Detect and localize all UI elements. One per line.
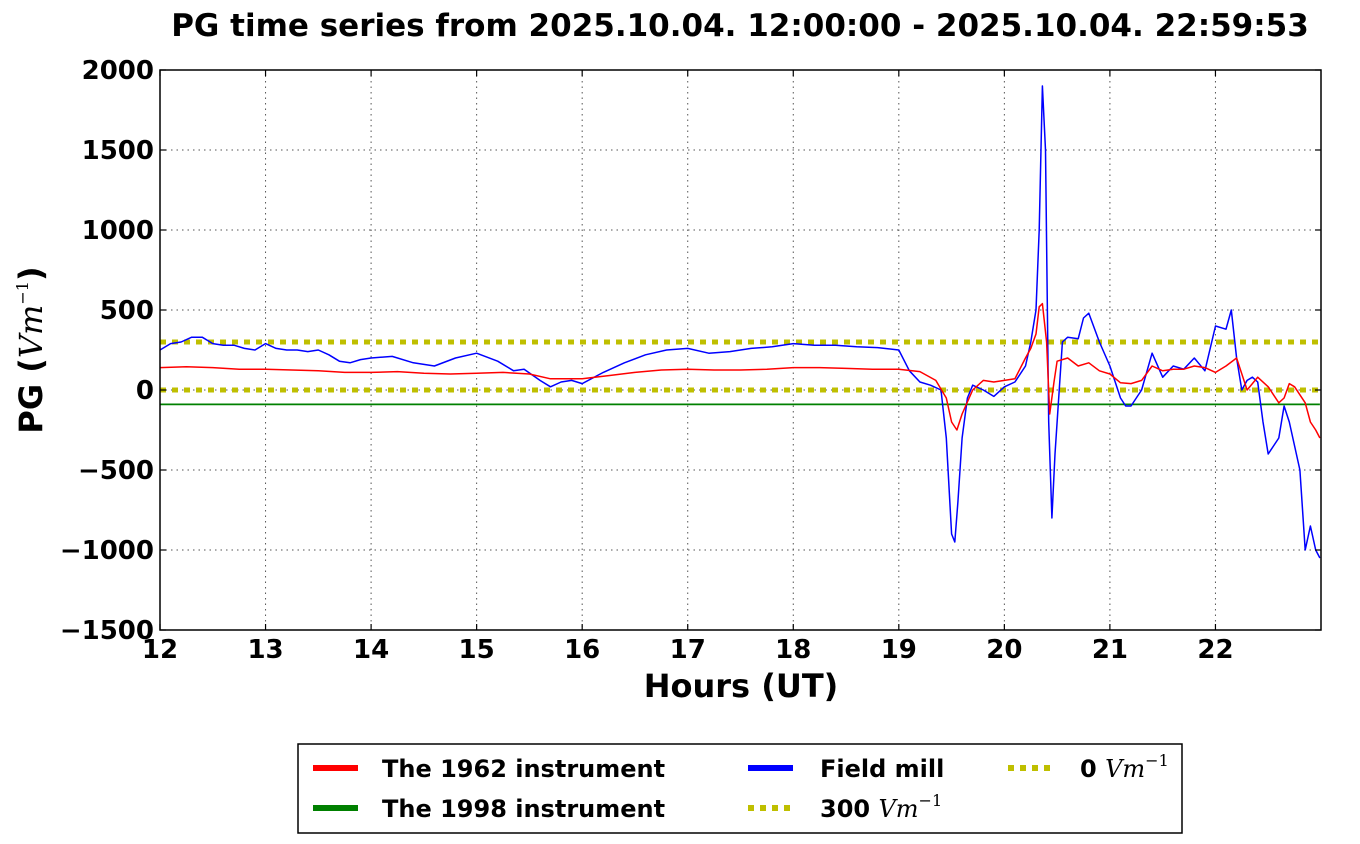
y-tick-label: 500 xyxy=(100,296,154,326)
y-tick-label: −1000 xyxy=(60,536,154,566)
x-tick-label: 14 xyxy=(353,635,389,665)
legend-label-red: The 1962 instrument xyxy=(382,755,665,783)
plot-frame xyxy=(159,69,1322,631)
y-tick-label: −500 xyxy=(78,456,154,486)
y-tick-label: 1500 xyxy=(82,136,154,166)
y-tick-label: 1000 xyxy=(82,216,154,246)
x-tick-label: 22 xyxy=(1197,635,1233,665)
legend-label-0-value: 0 xyxy=(1080,755,1105,783)
y-tick-label: 0 xyxy=(136,376,154,406)
x-ticks: 12 13 14 15 16 17 18 19 20 21 22 xyxy=(142,70,1234,665)
y-axis-label: PG (Vm−1) xyxy=(12,266,50,433)
y-axis-label-prefix: PG ( xyxy=(12,358,50,433)
x-tick-label: 17 xyxy=(670,635,706,665)
plot-series xyxy=(159,85,1321,559)
legend-box xyxy=(297,743,1183,834)
y-tick-label: 2000 xyxy=(82,56,154,86)
y-tick-label: −1500 xyxy=(60,616,154,646)
x-tick-label: 18 xyxy=(775,635,811,665)
x-tick-label: 21 xyxy=(1092,635,1128,665)
legend-label-0-exponent: −1 xyxy=(1145,751,1169,770)
y-axis-label-exponent: −1 xyxy=(13,281,32,305)
x-tick-label: 12 xyxy=(142,635,178,665)
legend-label-0: 0 Vm−1 xyxy=(1080,751,1169,783)
legend-label-300-exponent: −1 xyxy=(919,791,943,810)
x-tick-label: 15 xyxy=(459,635,495,665)
series-line-red xyxy=(159,302,1321,439)
legend-label-green: The 1998 instrument xyxy=(382,795,665,823)
x-axis-label: Hours (UT) xyxy=(644,667,839,705)
y-axis-label-suffix: ) xyxy=(12,266,50,281)
chart-title: PG time series from 2025.10.04. 12:00:00… xyxy=(171,8,1309,44)
legend-label-0-unit: Vm xyxy=(1105,755,1145,783)
legend-label-300-unit: Vm xyxy=(878,795,918,823)
x-tick-label: 13 xyxy=(247,635,283,665)
y-axis-label-unit: Vm xyxy=(12,305,50,358)
x-tick-label: 19 xyxy=(881,635,917,665)
y-ticks: 2000 1500 1000 500 0 −500 −1000 −1500 xyxy=(60,56,1321,646)
legend: The 1962 instrument The 1998 instrument … xyxy=(297,743,1183,834)
series-line-blue xyxy=(159,85,1321,559)
x-tick-label: 16 xyxy=(564,635,600,665)
legend-label-300-value: 300 xyxy=(820,795,878,823)
x-tick-label: 20 xyxy=(986,635,1022,665)
legend-label-blue: Field mill xyxy=(820,755,944,783)
legend-label-300: 300 Vm−1 xyxy=(820,791,942,823)
